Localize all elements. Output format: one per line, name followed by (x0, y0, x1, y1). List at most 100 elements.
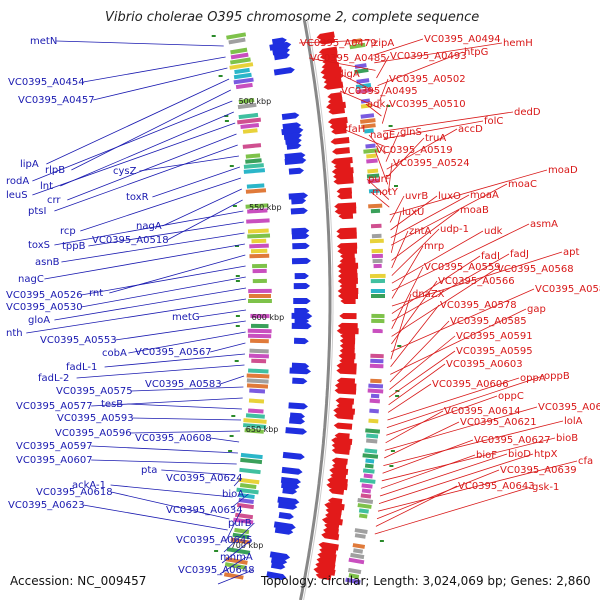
outer-cog-block (360, 118, 376, 124)
cog-block (230, 537, 250, 545)
cog-block (230, 57, 251, 65)
forward-gene-arrow (281, 466, 303, 475)
gene-label-left: tesB (101, 399, 123, 410)
outer-cog-block (354, 533, 366, 539)
outer-cog-block (353, 548, 364, 554)
gene-label-right: fadI (481, 251, 500, 262)
leader-line-left (217, 569, 254, 585)
reverse-gene-arrow (338, 267, 358, 275)
gene-label-right: VC0395_A0585 (450, 316, 527, 327)
leader-line-right (378, 453, 534, 504)
cog-block (247, 328, 272, 334)
leader-line-right (370, 191, 390, 208)
leader-line-right (386, 128, 458, 170)
outer-cog-block (365, 428, 381, 434)
reverse-gene-arrow (328, 487, 345, 495)
gene-label-left: VC0395_A0634 (166, 505, 243, 516)
gene-label-left: asnB (35, 257, 60, 268)
outer-cog-block (366, 433, 379, 439)
cog-block (244, 428, 264, 434)
outer-cog-block (347, 567, 362, 575)
leader-line-left (71, 89, 231, 171)
gene-label-left: VC0395_A0567 (135, 347, 212, 358)
forward-gene-arrow (289, 417, 306, 425)
green-marker (388, 125, 393, 127)
forward-gene-arrow (269, 41, 292, 51)
leader-line-right (386, 375, 544, 428)
outer-cog-block (371, 233, 382, 239)
cog-block (237, 502, 254, 510)
leader-line-left (61, 232, 245, 263)
reverse-gene-arrow (336, 327, 359, 335)
green-marker (379, 540, 384, 542)
cog-block (239, 467, 261, 475)
reverse-gene-arrow (339, 347, 355, 355)
leader-line-left (233, 477, 242, 487)
gene-label-right: adk (367, 99, 385, 110)
green-marker (224, 120, 229, 122)
leader-line-left (223, 522, 255, 553)
leader-line-right (383, 120, 484, 140)
gene-label-left: gloA (28, 315, 50, 326)
cog-block (229, 62, 254, 70)
reverse-gene-arrow (340, 252, 355, 260)
reverse-gene-arrow (337, 277, 358, 285)
cog-block (246, 218, 270, 224)
outer-cog-block (364, 448, 378, 454)
forward-gene-arrow (273, 52, 291, 61)
green-marker (224, 115, 229, 117)
outer-cog-block (369, 238, 384, 244)
outer-cog-block (359, 478, 376, 484)
cog-block (248, 353, 269, 359)
gene-label-right: udp-1 (440, 224, 469, 235)
gene-label-left: VC0395_A0608 (135, 433, 212, 444)
reverse-gene-arrow (340, 332, 356, 340)
leader-line-left (139, 155, 239, 172)
gene-label-right: uvrB (405, 191, 428, 202)
outer-cog-block (372, 258, 383, 264)
cog-block (249, 243, 269, 249)
cog-block (246, 373, 270, 379)
reverse-gene-arrow (337, 292, 359, 300)
cog-block (240, 452, 263, 460)
gene-label-left: pta (141, 465, 157, 476)
gene-label-left: ackA-1 (72, 480, 106, 491)
reverse-gene-arrow (334, 202, 357, 210)
leader-line-right (390, 308, 527, 375)
cog-block (251, 358, 267, 364)
outer-cog-block (356, 78, 370, 84)
cog-block (238, 477, 260, 485)
outer-cog-block (345, 577, 361, 585)
cog-block (250, 323, 269, 329)
leader-line-left (46, 78, 230, 165)
reverse-gene-arrow (330, 137, 350, 145)
outer-cog-block (366, 158, 378, 164)
leader-line-right (308, 57, 376, 71)
outer-cog-block (371, 248, 383, 254)
cog-block (245, 188, 267, 194)
leader-line-right (390, 293, 412, 360)
forward-gene-arrow (284, 157, 307, 165)
leader-line-right (391, 223, 530, 292)
outer-cog-block (352, 543, 366, 549)
leader-line-right (387, 383, 432, 413)
gene-label-right: nagE (370, 130, 395, 141)
outer-cog-block (365, 143, 376, 149)
gene-label-right: ligA (341, 69, 360, 80)
gene-label-right: moaB (460, 205, 489, 216)
leader-line-right (377, 51, 464, 86)
green-marker (234, 360, 239, 362)
reverse-gene-arrow (339, 282, 357, 290)
forward-gene-arrow (294, 317, 310, 325)
outer-cog-block (366, 153, 377, 159)
leader-line-left (167, 199, 243, 241)
feature-tracks: 500 kbp 550 kbp 600 kbp 650 kbp 700 kbp (211, 31, 402, 585)
gene-label-right: dedD (514, 107, 541, 118)
outer-cog-block (363, 148, 379, 154)
leader-line-right (374, 42, 503, 64)
gene-label-right: udk (484, 226, 503, 237)
leader-line-left (127, 403, 242, 410)
forward-gene-arrow (289, 367, 312, 375)
cog-block (250, 248, 268, 254)
